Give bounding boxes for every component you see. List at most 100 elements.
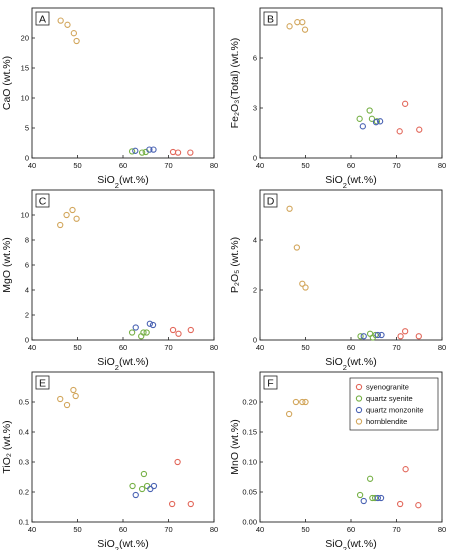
point-quartz-syenite xyxy=(138,149,146,156)
legend-marker xyxy=(355,406,363,414)
panel-letter: E xyxy=(39,378,46,390)
panel-letter: F xyxy=(267,378,273,390)
point-quartz-monzonite xyxy=(376,118,384,125)
x-tick-label: 60 xyxy=(347,525,355,534)
point-quartz-syenite xyxy=(128,148,136,155)
x-tick-label: 40 xyxy=(256,343,264,352)
x-axis-label: SiO2(wt.%) xyxy=(97,538,148,550)
panel-letter-box xyxy=(263,193,278,208)
x-tick-label: 50 xyxy=(301,525,309,534)
point-hornblendite xyxy=(302,398,309,406)
x-tick-label: 40 xyxy=(28,343,36,352)
point-quartz-syenite xyxy=(143,482,151,490)
x-tick-label: 60 xyxy=(119,161,127,170)
point-quartz-monzonite xyxy=(150,146,157,153)
y-axis-label: MnO (wt.%) xyxy=(229,419,241,474)
plot-frame xyxy=(31,371,215,523)
panel-letter: C xyxy=(39,196,47,208)
x-tick-label: 50 xyxy=(301,161,309,170)
point-syenogranite xyxy=(397,333,404,340)
plot-frame xyxy=(259,7,443,159)
point-quartz-syenite xyxy=(356,115,363,122)
point-hornblendite xyxy=(64,21,71,28)
panel-f: 40 50 60 70 80 0.00 0.05 0.10 0.15 0.20 F SiO2(wt.%… xyxy=(229,371,446,550)
point-quartz-monzonite xyxy=(132,491,139,499)
y-tick-label: 0.2 xyxy=(19,488,29,497)
x-tick-label: 70 xyxy=(392,161,400,170)
plot-frame xyxy=(31,189,215,341)
y-tick-label: 0.5 xyxy=(19,398,29,407)
y-tick-label: 20 xyxy=(21,34,29,43)
legend-label: syenogranite xyxy=(366,383,409,392)
point-syenogranite xyxy=(401,328,409,335)
x-tick-label: 80 xyxy=(438,525,446,534)
y-tick-label: 0 xyxy=(253,154,257,163)
panel-letter: A xyxy=(39,14,46,26)
point-quartz-monzonite xyxy=(132,147,139,154)
point-hornblendite xyxy=(299,19,306,26)
x-tick-label: 70 xyxy=(392,525,400,534)
x-tick-label: 60 xyxy=(119,525,127,534)
x-tick-label: 80 xyxy=(438,343,446,352)
y-tick-label: 10 xyxy=(21,94,29,103)
point-hornblendite xyxy=(63,211,70,219)
legend: syenogranite quartz syenite quartz monzoni… xyxy=(349,377,439,431)
x-axis-label: SiO2(wt.%) xyxy=(97,174,148,190)
x-axis-label: SiO2(wt.%) xyxy=(325,538,376,550)
legend-marker xyxy=(355,418,363,425)
y-tick-label: 0.00 xyxy=(242,518,257,527)
panel-d: 40 50 60 70 80 0 2 4 D SiO2(wt.%) P₂O₅ (wt.%) xyxy=(229,189,446,372)
y-tick-label: 0 xyxy=(25,154,29,163)
point-hornblendite xyxy=(286,23,293,30)
point-quartz-syenite xyxy=(371,494,379,502)
point-hornblendite xyxy=(301,26,309,33)
y-tick-label: 4 xyxy=(253,236,257,245)
panel-letter-box xyxy=(35,193,50,208)
x-tick-label: 70 xyxy=(164,525,172,534)
point-syenogranite xyxy=(175,330,182,337)
point-syenogranite xyxy=(396,500,404,508)
x-tick-label: 50 xyxy=(73,161,81,170)
point-hornblendite xyxy=(70,30,78,37)
point-hornblendite xyxy=(285,410,293,418)
point-hornblendite xyxy=(302,284,309,291)
legend-label: quartz monzonite xyxy=(366,406,424,415)
y-tick-label: 0.20 xyxy=(242,398,257,407)
point-quartz-syenite xyxy=(357,333,364,340)
y-axis-label: Fe₂O₃(Total) (wt.%) xyxy=(229,38,241,129)
point-quartz-syenite xyxy=(356,491,364,499)
panel-letter: B xyxy=(267,14,274,26)
point-hornblendite xyxy=(57,17,64,24)
x-axis-label: SiO2(wt.%) xyxy=(325,174,376,190)
point-syenogranite xyxy=(187,149,194,156)
point-quartz-syenite xyxy=(366,107,373,114)
point-quartz-syenite xyxy=(368,115,376,122)
point-quartz-syenite xyxy=(143,329,150,336)
point-hornblendite xyxy=(57,395,64,403)
point-quartz-syenite xyxy=(128,329,136,336)
plot-frame xyxy=(31,7,215,159)
point-quartz-monzonite xyxy=(150,482,158,490)
legend-label: quartz syenite xyxy=(366,394,413,403)
y-axis-label: P₂O₅ (wt.%) xyxy=(229,237,241,293)
point-syenogranite xyxy=(402,466,409,473)
point-quartz-monzonite xyxy=(372,119,380,126)
point-syenogranite xyxy=(396,128,403,135)
point-hornblendite xyxy=(72,392,79,400)
y-tick-label: 6 xyxy=(25,261,29,270)
point-hornblendite xyxy=(293,244,301,251)
x-tick-label: 60 xyxy=(119,343,127,352)
panel-b: 40 50 60 70 80 0 3 6 B SiO2(wt.%) Fe₂O₃(Total) (wt… xyxy=(229,7,446,190)
panel-letter-box xyxy=(263,375,278,390)
point-quartz-syenite xyxy=(372,331,379,339)
x-tick-label: 80 xyxy=(210,525,218,534)
x-axis-label: SiO2(wt.%) xyxy=(97,356,148,372)
y-axis-label: CaO (wt.%) xyxy=(1,56,13,110)
y-tick-label: 15 xyxy=(21,64,29,73)
point-hornblendite xyxy=(292,398,300,406)
y-tick-label: 4 xyxy=(25,286,29,295)
point-quartz-monzonite xyxy=(147,485,154,493)
y-tick-label: 2 xyxy=(253,286,257,295)
y-tick-label: 0 xyxy=(253,336,257,345)
point-quartz-monzonite xyxy=(132,324,139,331)
